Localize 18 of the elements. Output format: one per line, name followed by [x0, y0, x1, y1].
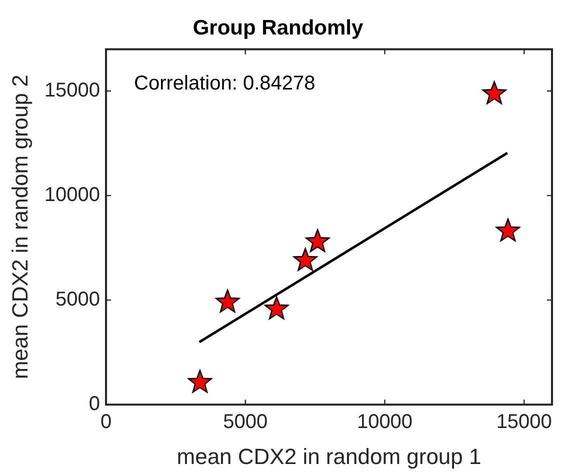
point	[293, 248, 318, 271]
point	[482, 81, 506, 104]
point	[215, 290, 240, 313]
point	[306, 229, 330, 252]
y-tick-label: 0	[88, 393, 100, 416]
x-tick-label: 15000	[496, 411, 552, 434]
x-tick-label: 5000	[223, 411, 268, 434]
x-axis-title: mean CDX2 in random group 1	[176, 444, 482, 469]
chart-title: Group Randomly	[192, 16, 364, 40]
point	[188, 370, 212, 393]
y-tick-label: 15000	[44, 80, 100, 102]
y-axis-title: mean CDX2 in random group 2	[7, 74, 32, 380]
annotation: Correlation: 0.84278	[134, 72, 316, 95]
y-tick-label: 5000	[56, 288, 100, 311]
y-tick-label: 10000	[44, 184, 100, 206]
x-tick-label: 10000	[356, 411, 413, 434]
point	[496, 218, 520, 242]
point	[264, 296, 289, 320]
